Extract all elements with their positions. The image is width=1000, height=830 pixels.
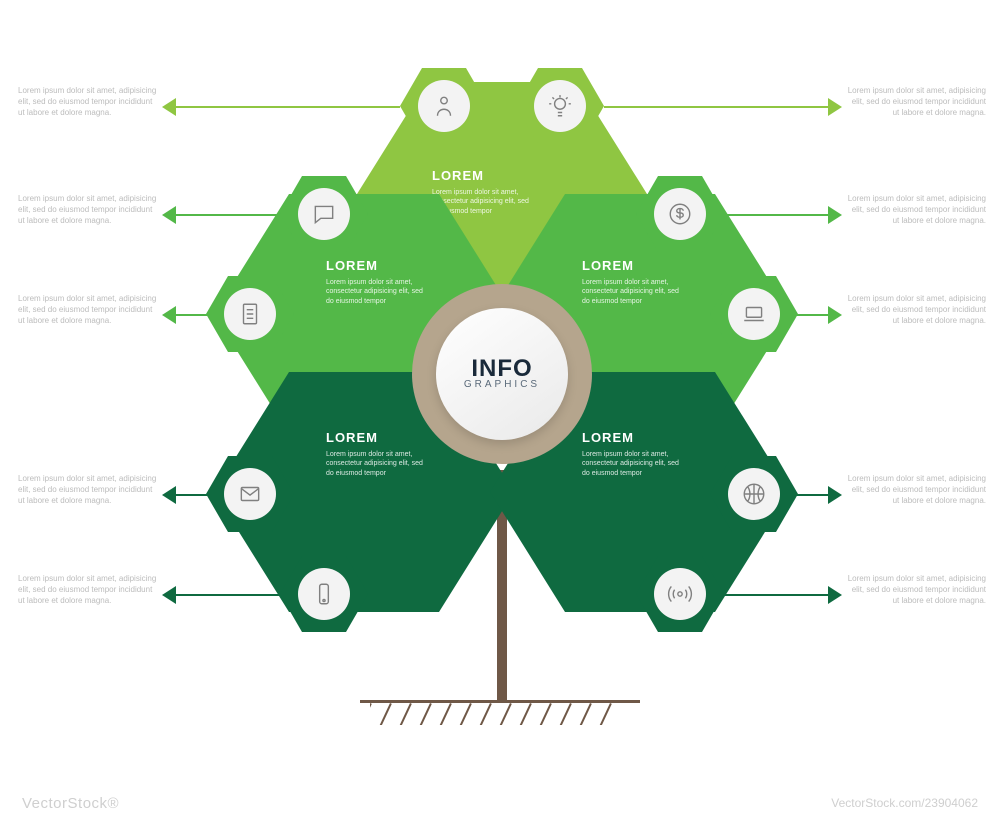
- arrow-left-2: [162, 206, 176, 224]
- hex-panel-mid-left-body: Lorem ipsum dolor sit amet, consectetur …: [326, 278, 426, 306]
- connector-left-3: [175, 314, 213, 316]
- arrow-right-5: [828, 586, 842, 604]
- hex-panel-low-right-body: Lorem ipsum dolor sit amet, consectetur …: [582, 450, 682, 478]
- callout-left-2: Lorem ipsum dolor sit amet, adipisicing …: [18, 194, 158, 226]
- ball-icon: [728, 468, 780, 520]
- signal-icon: [654, 568, 706, 620]
- arrow-right-4: [828, 486, 842, 504]
- callout-left-5: Lorem ipsum dolor sit amet, adipisicing …: [18, 574, 158, 606]
- center-subtitle: GRAPHICS: [464, 379, 540, 390]
- dollar-icon: [654, 188, 706, 240]
- hex-panel-mid-right-label: LOREM: [582, 258, 634, 273]
- connector-right-1: [604, 106, 829, 108]
- bulb-icon: [534, 80, 586, 132]
- hex-panel-low-right-label: LOREM: [582, 430, 634, 445]
- connector-right-3: [792, 314, 830, 316]
- connector-left-2: [175, 214, 285, 216]
- arrow-left-5: [162, 586, 176, 604]
- chat-icon: [298, 188, 350, 240]
- connector-left-4: [175, 494, 213, 496]
- connector-right-2: [720, 214, 830, 216]
- connector-left-5: [175, 594, 285, 596]
- callout-right-4: Lorem ipsum dolor sit amet, adipisicing …: [846, 474, 986, 506]
- hex-panel-low-left-body: Lorem ipsum dolor sit amet, consectetur …: [326, 450, 426, 478]
- document-icon: [224, 288, 276, 340]
- arrow-right-1: [828, 98, 842, 116]
- callout-right-3: Lorem ipsum dolor sit amet, adipisicing …: [846, 294, 986, 326]
- laptop-icon: [728, 288, 780, 340]
- watermark-right: VectorStock.com/23904062: [831, 796, 978, 810]
- connector-left-1: [175, 106, 400, 108]
- arrow-left-1: [162, 98, 176, 116]
- ground-hatching: [370, 703, 630, 725]
- connector-right-5: [720, 594, 830, 596]
- arrow-left-4: [162, 486, 176, 504]
- callout-left-1: Lorem ipsum dolor sit amet, adipisicing …: [18, 86, 158, 118]
- callout-left-3: Lorem ipsum dolor sit amet, adipisicing …: [18, 294, 158, 326]
- callout-right-2: Lorem ipsum dolor sit amet, adipisicing …: [846, 194, 986, 226]
- callout-right-1: Lorem ipsum dolor sit amet, adipisicing …: [846, 86, 986, 118]
- hex-panel-mid-right-body: Lorem ipsum dolor sit amet, consectetur …: [582, 278, 682, 306]
- callout-right-5: Lorem ipsum dolor sit amet, adipisicing …: [846, 574, 986, 606]
- arrow-right-3: [828, 306, 842, 324]
- person-icon: [418, 80, 470, 132]
- arrow-left-3: [162, 306, 176, 324]
- infographic-canvas: LOREM Lorem ipsum dolor sit amet, consec…: [0, 0, 1000, 830]
- watermark-left: VectorStock®: [22, 795, 119, 812]
- connector-right-4: [792, 494, 830, 496]
- mail-icon: [224, 468, 276, 520]
- center-title: INFO: [471, 358, 532, 380]
- callout-left-4: Lorem ipsum dolor sit amet, adipisicing …: [18, 474, 158, 506]
- hex-panel-low-left-label: LOREM: [326, 430, 378, 445]
- arrow-right-2: [828, 206, 842, 224]
- hex-panel-mid-left-label: LOREM: [326, 258, 378, 273]
- phone-icon: [298, 568, 350, 620]
- hex-panel-top-label: LOREM: [432, 168, 484, 183]
- center-badge: INFO GRAPHICS: [436, 308, 568, 440]
